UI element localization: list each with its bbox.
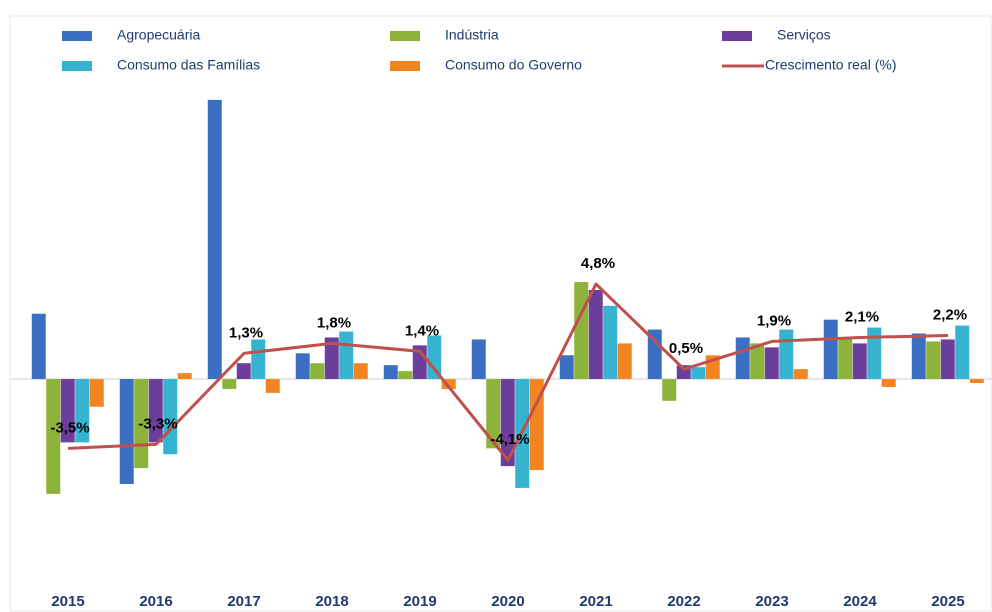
bar [60,379,75,443]
bar [779,329,794,380]
bar [867,327,882,380]
bar [662,379,677,401]
bar [339,331,354,380]
chart-frame [9,15,992,612]
data-label: 1,9% [757,312,791,329]
data-label: -3,3% [138,415,177,432]
bar [500,379,515,467]
data-label: 1,3% [229,324,263,341]
bar [838,339,853,380]
legend-label: Consumo do Governo [445,57,582,73]
x-tick-label: 2025 [931,593,964,610]
bar [926,341,941,380]
x-tick-label: 2015 [51,593,84,610]
legend-swatch [390,31,420,41]
x-tick-label: 2024 [843,593,877,610]
bar [46,379,61,494]
bar [911,333,926,380]
bar [75,379,90,443]
data-label: 2,2% [933,306,967,323]
bar [793,369,808,380]
legend-label: Crescimento real (%) [765,57,896,73]
bar [955,325,970,380]
bar [398,371,413,380]
bar [735,337,750,380]
legend-label: Indústria [445,27,499,43]
bar [236,363,251,380]
bar [969,379,984,383]
bar [823,319,838,380]
legend-swatch [390,61,420,71]
bar [486,379,501,449]
bar [588,289,603,380]
legend-swatch [62,61,92,71]
legend-label: Consumo das Famílias [117,57,260,73]
legend-label: Agropecuária [117,27,200,43]
bar [89,379,104,407]
data-label: -3,5% [50,419,89,436]
bar [222,379,237,389]
data-label: 2,1% [845,308,879,325]
legend-swatch [722,31,752,41]
data-label: 1,4% [405,322,439,339]
x-tick-label: 2019 [403,593,436,610]
bar [295,353,310,380]
bar [31,313,46,380]
data-label: 0,5% [669,340,703,357]
bar [251,339,266,380]
bar [119,379,134,484]
x-tick-label: 2022 [667,593,700,610]
bar [852,343,867,380]
x-tick-label: 2017 [227,593,260,610]
bar [764,347,779,380]
x-tick-label: 2018 [315,593,348,610]
bar [207,99,222,380]
bar [529,379,544,471]
bar [441,379,456,389]
data-label: 4,8% [581,255,615,272]
x-tick-label: 2016 [139,593,172,610]
bar [647,329,662,380]
bar [324,337,339,380]
bar [559,355,574,380]
bar [881,379,896,387]
bar [940,339,955,380]
bar [691,367,706,380]
bar [148,379,163,443]
x-tick-label: 2021 [579,593,612,610]
bar [427,335,442,380]
bar [265,379,280,393]
bar [383,365,398,380]
bar [163,379,178,455]
bar [603,305,618,380]
x-tick-label: 2023 [755,593,788,610]
line [67,282,949,462]
bar [310,363,325,380]
data-label: 1,8% [317,314,351,331]
bar [574,282,589,380]
data-label: -4,1% [490,431,529,448]
bar [353,363,368,380]
bar [471,339,486,380]
bar [617,343,632,380]
bar [750,343,765,380]
x-tick-label: 2020 [491,593,524,610]
legend-swatch [62,31,92,41]
legend-label: Serviços [777,27,831,43]
bar [177,373,192,380]
